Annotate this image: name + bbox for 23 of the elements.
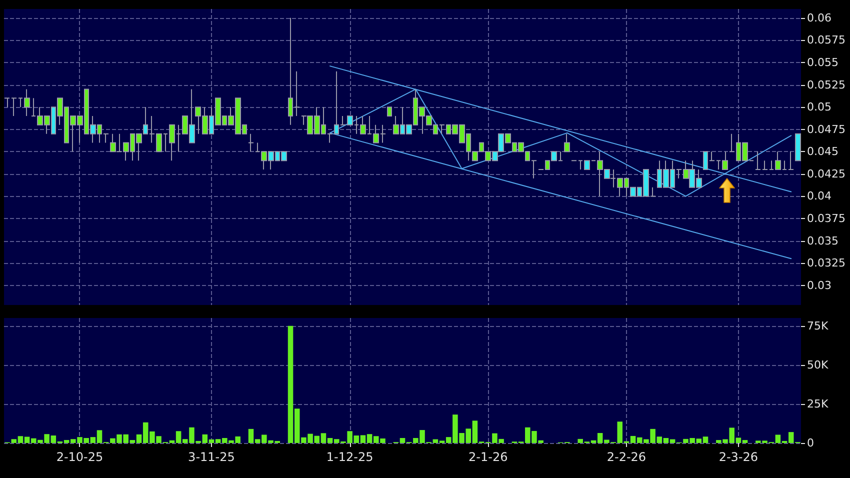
y-tick-label: 0.05 <box>807 100 832 114</box>
y-tick-label: 0 <box>807 436 814 450</box>
y-tick-label: 0.045 <box>807 145 838 158</box>
y-tick-label: 0.0425 <box>807 167 846 180</box>
y-tick-label: 0.0475 <box>807 122 846 136</box>
x-tick-label: 1-12-25 <box>326 450 374 464</box>
y-tick-label: 0.04 <box>807 190 832 203</box>
y-tick-label: 50K <box>807 358 829 372</box>
x-tick-label: 2-3-26 <box>718 450 758 464</box>
y-tick-label: 0.035 <box>807 234 838 248</box>
x-tick-label: 2-2-26 <box>606 450 646 464</box>
y-tick-label: 0.0325 <box>807 256 846 270</box>
x-tick-label: 2-1-26 <box>468 450 508 464</box>
y-tick-label: 0.03 <box>807 278 832 292</box>
x-tick-label: 3-11-25 <box>188 450 235 464</box>
y-tick-label: 0.0375 <box>807 212 846 226</box>
y-tick-label: 0.0575 <box>807 34 846 47</box>
y-tick-label: 0.055 <box>807 56 838 69</box>
y-tick-label: 25K <box>807 397 829 410</box>
x-tick-label: 2-10-25 <box>56 450 104 464</box>
y-tick-label: 75K <box>807 319 829 332</box>
y-tick-label: 0.06 <box>807 11 832 24</box>
y-tick-label: 0.0525 <box>807 78 846 92</box>
